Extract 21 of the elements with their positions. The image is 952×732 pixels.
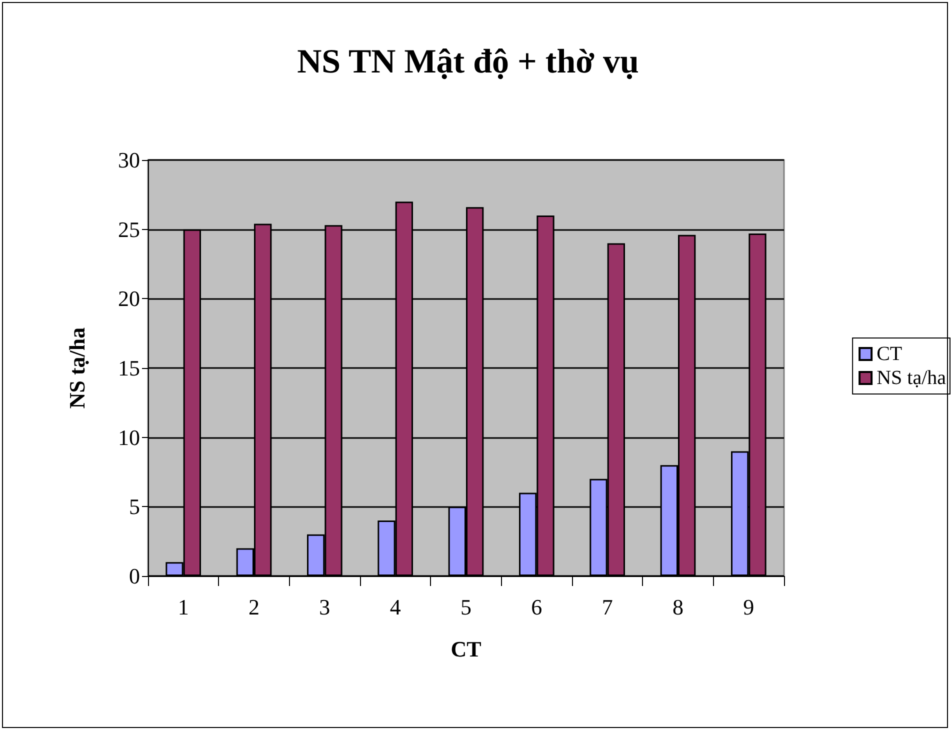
- x-tick-label: 2: [248, 594, 260, 620]
- x-tick-label: 9: [743, 594, 754, 620]
- x-axis-title: CT: [450, 636, 482, 662]
- y-axis-title: NS tạ/ha: [64, 327, 90, 409]
- x-tick-label: 3: [319, 594, 330, 620]
- y-tick-label: 15: [118, 356, 140, 380]
- x-tick-label: 5: [460, 594, 472, 620]
- x-tick-label: 4: [390, 594, 401, 620]
- y-tick-label: 25: [118, 216, 140, 242]
- y-tick-label: 5: [129, 494, 140, 520]
- x-tick-label: 7: [602, 594, 613, 620]
- x-tick-label: 1: [178, 594, 189, 620]
- chart-title: NS TN Mật độ + thờ vụ: [297, 44, 639, 80]
- x-tick-label: 8: [672, 594, 684, 620]
- y-tick-label: 30: [118, 148, 140, 172]
- legend-label: CT: [876, 343, 902, 365]
- y-tick-label: 10: [118, 424, 140, 450]
- x-tick-label: 6: [531, 594, 542, 620]
- y-tick-label: 0: [129, 564, 140, 588]
- y-tick-label: 20: [118, 286, 140, 312]
- legend-label: NS tạ/ha: [876, 367, 946, 389]
